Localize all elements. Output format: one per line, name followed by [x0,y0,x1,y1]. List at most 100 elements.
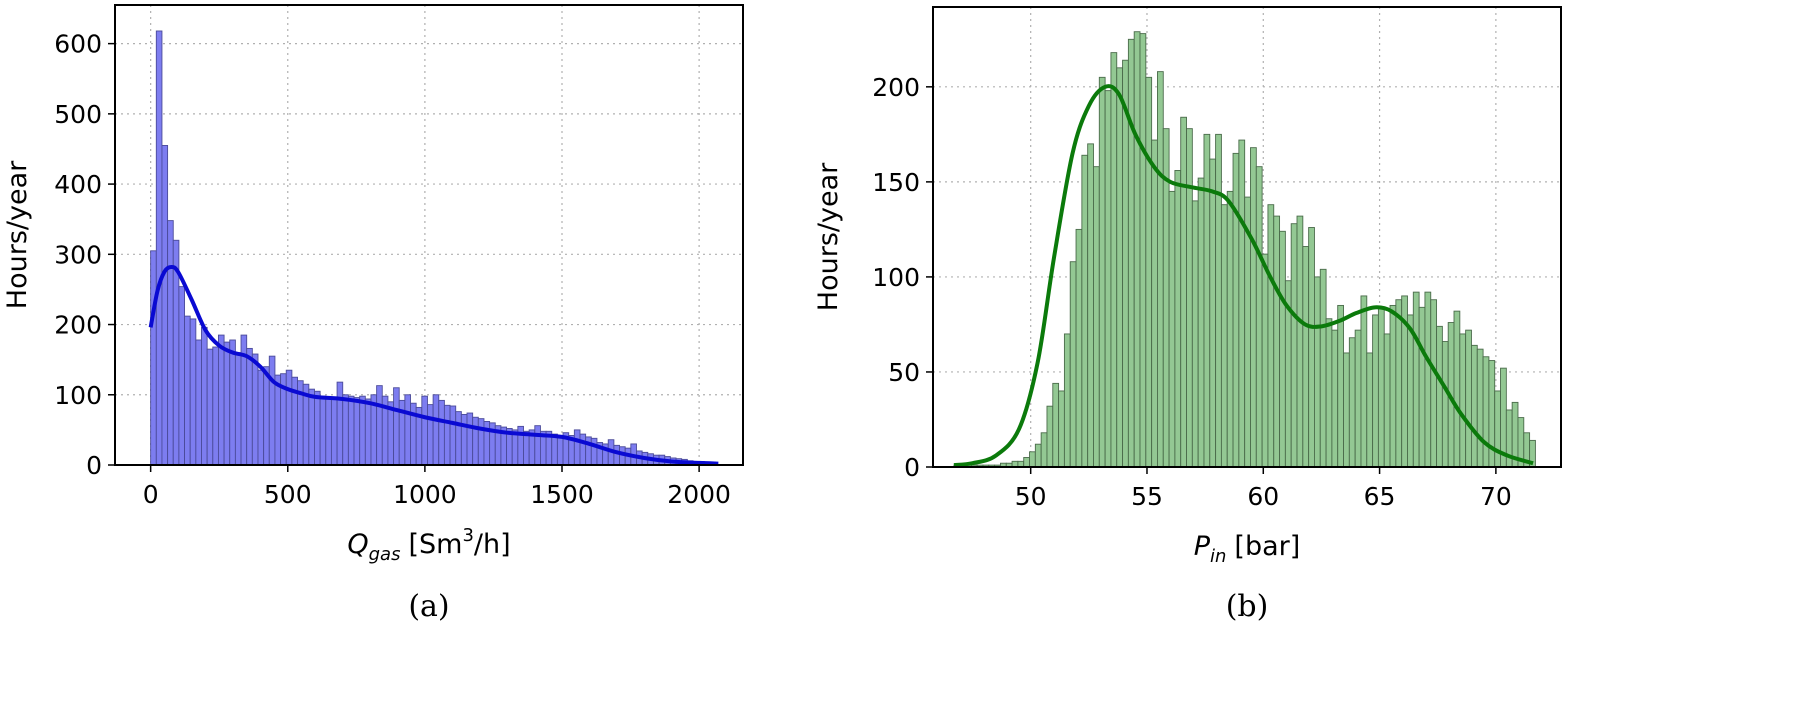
histogram-bar [234,352,242,466]
y-tick-label: 100 [872,263,920,292]
histogram-bar [1040,432,1048,468]
histogram-bar [1133,31,1141,468]
histogram-bar [466,412,474,466]
figure-caption: (a) [408,589,449,624]
histogram-bar [1465,329,1472,468]
histogram-bar [167,220,174,466]
histogram-bar [438,399,445,466]
histogram-bar [556,435,564,466]
histogram-bar [551,433,558,466]
histogram-bar [1267,204,1275,468]
figure-caption: (b) [1226,589,1269,624]
histogram-bar [1459,333,1467,468]
y-tick-label: 500 [54,100,102,129]
y-tick-label: 150 [872,168,920,197]
histogram-bar [1377,306,1385,468]
histogram-bar [359,395,366,466]
histogram-bar [150,250,157,466]
histogram-bar [257,369,265,466]
x-axis-label: Pin [bar] [1194,531,1301,567]
plot-frame [114,4,744,466]
y-tick-label: 50 [888,358,920,387]
histogram-bar [1145,76,1153,468]
histogram-bar [184,315,191,466]
histogram-bar [590,437,598,466]
histogram-bar [1104,90,1112,468]
y-axis-label: Hours/year [813,162,844,311]
y-tick-label: 300 [54,240,102,269]
histogram-bar [1407,314,1414,468]
histogram-bar [427,404,434,466]
histogram-bar [1215,133,1222,468]
histogram-bar [1255,166,1263,468]
histogram-bar [1023,457,1030,468]
histogram-bar [1250,147,1257,468]
histogram-bar [1081,154,1089,468]
x-tick-label: 70 [1480,482,1512,511]
x-tick-label: 500 [264,480,312,509]
x-axis-label-superscript: 3 [462,525,473,546]
histogram-bar [1075,228,1083,468]
histogram-bar [347,395,355,466]
histogram-bar [161,145,169,466]
histogram-bar [1314,276,1321,468]
histogram-bar [1029,451,1036,468]
histogram-bar [393,387,400,466]
y-tick-label: 100 [54,381,102,410]
histogram-bar [178,286,185,466]
histogram-bar [1093,166,1100,468]
histogram-bar [1383,333,1391,468]
histogram-bar [1418,306,1426,468]
x-axis-label-subscript: in [1210,546,1226,567]
histogram-bar [1180,116,1187,468]
histogram-bar [1430,299,1438,468]
x-axis-label: Qgas [Sm3/h] [347,525,510,565]
histogram-bar [1174,170,1182,468]
histogram-bar [268,355,276,466]
histogram-bar [1325,318,1333,468]
histogram-bar [1296,215,1304,468]
histogram-bar [1087,143,1094,468]
y-tick-label: 400 [54,170,102,199]
histogram-bar [1052,382,1060,468]
histogram-bar [573,429,581,466]
histogram-bar [1116,67,1124,468]
histogram-bar [613,444,620,466]
histogram-bar [330,397,338,466]
histogram-bar [263,366,270,466]
x-axis-label-symbol: P [1194,531,1211,562]
x-axis-label-subscript: gas [369,544,401,565]
histogram-bar [1098,76,1106,468]
histogram-bar [1366,352,1374,468]
kde-line [953,84,1534,468]
histogram-bar [376,385,383,466]
histogram-bar [432,394,440,466]
histogram-bar [195,339,202,466]
histogram-bar [1290,223,1298,468]
histogram-bar [246,347,253,466]
histogram-bar [1319,268,1327,468]
histogram-bar [443,404,451,466]
x-tick-label: 50 [1015,482,1047,511]
histogram-bar [1337,304,1344,468]
histogram-bar [1069,261,1077,468]
histogram-bar [1191,200,1199,468]
histogram-bar [1197,177,1205,468]
histogram-bar [1168,190,1176,468]
histogram-bar [455,411,462,466]
chart-b: 50 55 60 65 70 0 50 100 150 200 Hours/year Pin [bar]… [813,6,1562,624]
x-axis-label-unit-tail: /h] [474,529,511,560]
histogram-bar [1412,291,1420,468]
histogram-bar [1348,337,1356,468]
histogram-bar [1157,71,1164,468]
histogram-bar [212,346,219,466]
histogram-bar [274,374,282,466]
histogram-bar [1232,152,1240,468]
histogram-bar [1110,52,1118,468]
histogram-bar [1063,333,1071,468]
histogram-bar [1354,329,1362,468]
y-tick-label: 200 [872,73,920,102]
histogram-bar [285,369,293,466]
histogram-bar [1058,390,1065,468]
kde-line [148,264,719,466]
